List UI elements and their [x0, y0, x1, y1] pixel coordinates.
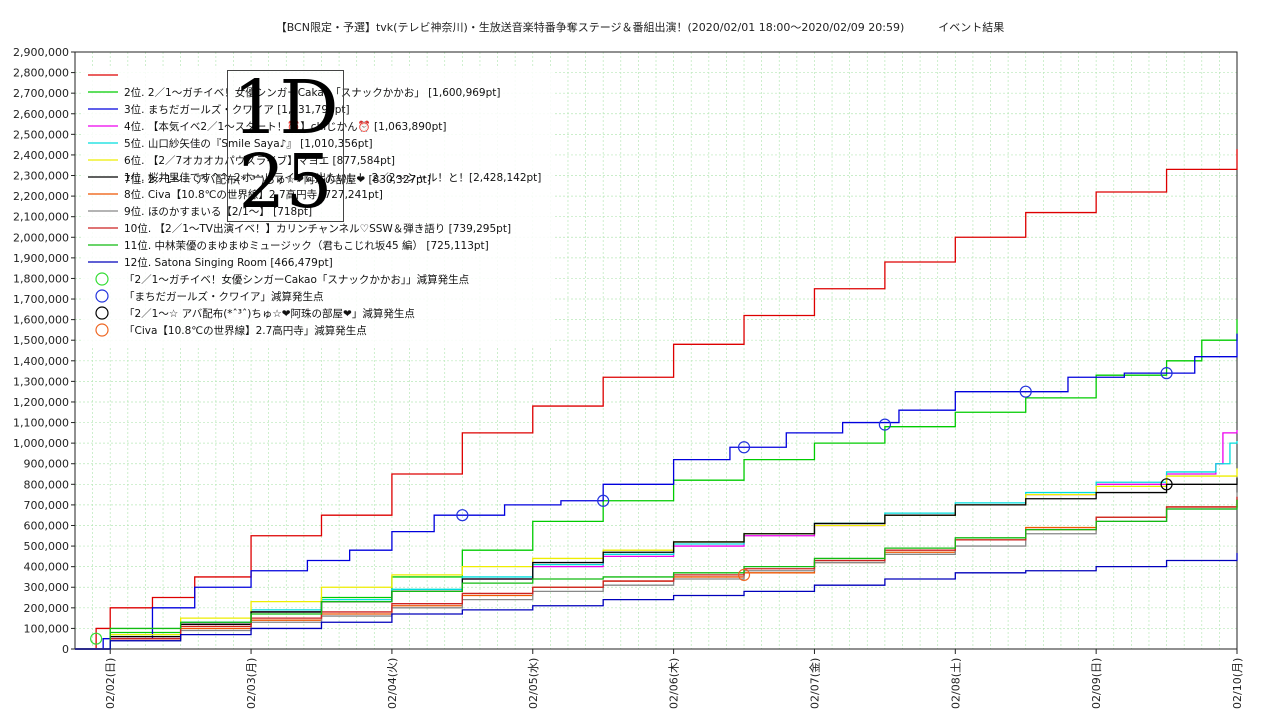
legend-entry-label: 10位. 【2／1〜TV出演イベ！】カリンチャンネル♡SSW＆弾き語り [739…	[124, 222, 511, 235]
y-tick-label: 500,000	[24, 540, 70, 553]
reduction-marker	[90, 632, 103, 645]
countdown-number: 25	[238, 139, 333, 225]
y-tick-label: 2,400,000	[13, 149, 69, 162]
legend-marker-label: 「2／1〜☆ アバ配布(*ˆ³ˆ)ちゅ☆❤阿珠の部屋❤」減算発生点	[124, 307, 415, 320]
legend-marker-label: 「Civa【10.8℃の世界線】2.7高円寺」減算発生点	[124, 324, 367, 337]
y-tick-label: 300,000	[24, 581, 70, 594]
x-tick-label: 02/05(水)	[527, 658, 540, 709]
legend-entry-label: 3位. まちだガールズ・クワイア [1,531,795pt]	[124, 103, 350, 116]
legend-entry-label: 1位. 桜井里佳です^^ ２ホールライブに出たい！！ 2／2〜シャル！と！[2,…	[124, 171, 541, 184]
reduction-marker	[737, 568, 751, 581]
y-tick-label: 0	[62, 643, 69, 656]
reduction-marker	[1160, 367, 1173, 380]
series-line	[75, 441, 1238, 650]
legend-entry-label: 9位. ほのかすまいる【2/1〜】 [718pt]	[124, 205, 312, 218]
x-tick-label: 02/07(金)	[807, 658, 821, 709]
y-tick-label: 2,700,000	[13, 87, 69, 100]
reduction-marker	[1160, 478, 1173, 491]
y-tick-label: 600,000	[24, 519, 70, 532]
series-line	[75, 499, 1238, 650]
legend-entry-label: 5位. 山口紗矢佳の『Smile Saya♪』 [1,010,356pt]	[124, 137, 373, 150]
series-line	[75, 149, 1238, 650]
y-tick-label: 1,400,000	[13, 355, 69, 368]
y-tick-label: 1,300,000	[13, 375, 69, 388]
reduction-marker	[456, 509, 469, 522]
y-tick-label: 800,000	[24, 478, 70, 491]
y-tick-label: 1,500,000	[13, 334, 69, 347]
legend-marker-swatch	[95, 323, 109, 337]
y-tick-label: 100,000	[24, 622, 70, 635]
y-tick-label: 2,500,000	[13, 128, 69, 141]
legend-marker-swatch	[95, 306, 109, 320]
y-tick-label: 900,000	[24, 458, 70, 471]
reduction-marker	[737, 441, 751, 454]
series-line	[75, 333, 1238, 650]
reduction-marker	[878, 418, 891, 431]
reduction-marker	[1019, 385, 1032, 398]
y-tick-label: 200,000	[24, 602, 70, 615]
y-tick-label: 1,700,000	[13, 293, 69, 306]
legend-entry-label: 8位. Civa【10.8℃の世界線】2.7高円寺 [727,241pt]	[124, 188, 383, 201]
chart-title-main: 【BCN限定・予選】tvk(テレビ神奈川)・生放送音楽特番争奪ステージ＆番組出演…	[275, 21, 905, 34]
y-tick-label: 1,200,000	[13, 396, 69, 409]
legend-entry-label: 2位. 2／1〜ガチイベ！女優シンガーCakao「スナックかかお」 [1,600…	[124, 86, 501, 99]
x-tick-label: 02/04(火)	[386, 658, 399, 709]
y-tick-label: 1,800,000	[13, 272, 69, 285]
legend-marker-swatch	[95, 289, 109, 303]
legend-entry-label: 6位. 【2／7オカオカパウスライブ】マヨエ [877,584pt]	[124, 154, 395, 167]
y-tick-label: 1,900,000	[13, 252, 69, 265]
x-tick-label: 02/09(日)	[1090, 658, 1103, 709]
x-tick-label: 02/10(月)	[1231, 658, 1244, 709]
legend-marker-label: 「まちだガールズ・クワイア」減算発生点	[124, 290, 324, 303]
y-tick-label: 2,300,000	[13, 170, 69, 183]
legend-entry-label: 7位. 2／1〜☆ アバ配布(*ˆ³ˆ)ちゅ☆❤阿珠の部屋❤ [830,327p…	[124, 173, 431, 186]
legend-box	[83, 66, 553, 346]
legend-entry-label: 12位. Satona Singing Room [466,479pt]	[124, 256, 333, 269]
chart-title: 【BCN限定・予選】tvk(テレビ神奈川)・生放送音楽特番争奪ステージ＆番組出演…	[0, 19, 1280, 35]
x-tick-label: 02/08(土)	[949, 658, 962, 709]
x-tick-label: 02/03(月)	[245, 658, 258, 709]
chart-title-suffix: イベント結果	[938, 21, 1005, 34]
legend-entry-label: 4位. 【本気イベ2／1〜スタート！⏰】chiじかん⏰ [1,063,890pt…	[124, 120, 446, 133]
y-tick-label: 2,100,000	[13, 211, 69, 224]
y-tick-label: 1,100,000	[13, 417, 69, 430]
x-tick-label: 02/06(木)	[668, 658, 681, 709]
y-tick-label: 2,200,000	[13, 190, 69, 203]
x-tick-label: 02/02(日)	[104, 658, 117, 709]
legend-entry-label: 11位. 中林茉優のまゆまゆミュージック（君もこじれ坂45 編） [725,11…	[124, 239, 489, 252]
countdown-days: 1D	[232, 65, 339, 151]
y-tick-label: 2,800,000	[13, 67, 69, 80]
y-tick-label: 1,600,000	[13, 314, 69, 327]
y-tick-label: 400,000	[24, 561, 70, 574]
reduction-marker	[597, 494, 610, 507]
y-tick-label: 1,000,000	[13, 437, 69, 450]
y-tick-label: 2,000,000	[13, 231, 69, 244]
series-line	[75, 478, 1238, 650]
y-tick-label: 2,900,000	[13, 46, 69, 59]
series-line	[75, 552, 1238, 650]
legend-marker-label: 「2／1〜ガチイベ！女優シンガーCakao「スナックかかお」」減算発生点	[124, 273, 469, 286]
countdown-overlay: 1D 25	[227, 70, 344, 222]
legend-marker-swatch	[95, 272, 109, 286]
y-tick-label: 2,600,000	[13, 108, 69, 121]
y-tick-label: 700,000	[24, 499, 70, 512]
